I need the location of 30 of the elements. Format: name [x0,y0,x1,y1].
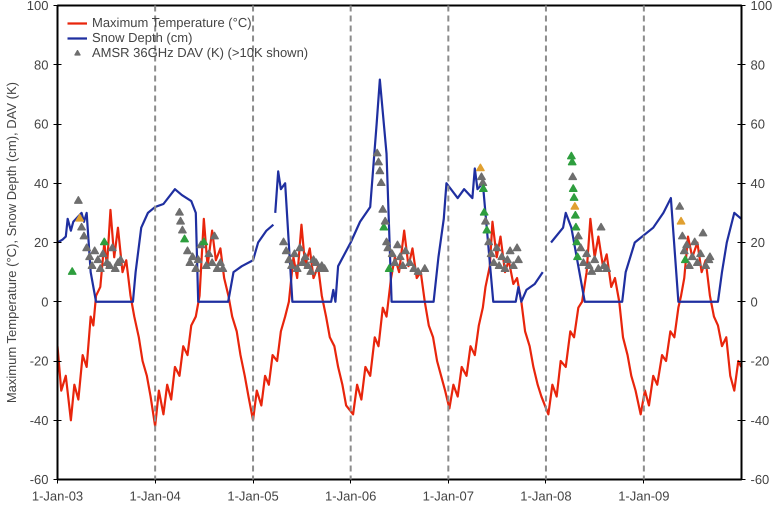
y2-tick-label: 100 [750,0,772,13]
x-tick-label: 1-Jan-08 [520,488,572,504]
y2-tick-label: 20 [750,235,765,250]
y2-tick-label: 60 [750,116,765,132]
y-tick-label: 80 [34,57,49,72]
x-tick-label: 1-Jan-05 [227,488,279,504]
x-tick-label: 1-Jan-04 [129,488,181,504]
legend-label: Maximum Temperature (°C) [92,15,252,30]
x-tick-label: 1-Jan-06 [325,488,376,504]
y2-tick-label: -20 [750,354,770,368]
x-tick-label: 1-Jan-07 [422,488,474,504]
y2-tick-label: 40 [750,176,765,191]
y-tick-label: 20 [34,235,49,250]
y-tick-label: 60 [34,116,49,132]
line-series [58,208,742,428]
y2-tick-label: -40 [750,412,770,428]
legend-label: AMSR 36GHz DAV (K) (>10K shown) [92,45,308,60]
x-tick-label: 1-Jan-03 [32,488,84,504]
y-tick-label: 0 [41,294,49,310]
y-tick-label: 40 [34,176,49,191]
y-tick-label: -20 [30,354,49,368]
y2-tick-label: 0 [750,294,758,310]
y2-tick-label: 80 [750,57,765,72]
y-axis-title: Maximum Temperature (°C), Snow Depth (cm), DAV (K) [4,82,19,404]
legend-label: Snow Depth (cm) [92,30,192,45]
y-tick-label: -60 [30,472,49,487]
y-tick-label: 100 [26,0,49,13]
y2-tick-label: -60 [750,472,770,487]
y-tick-label: -40 [30,412,49,428]
x-tick-label: 1-Jan-09 [618,488,670,504]
